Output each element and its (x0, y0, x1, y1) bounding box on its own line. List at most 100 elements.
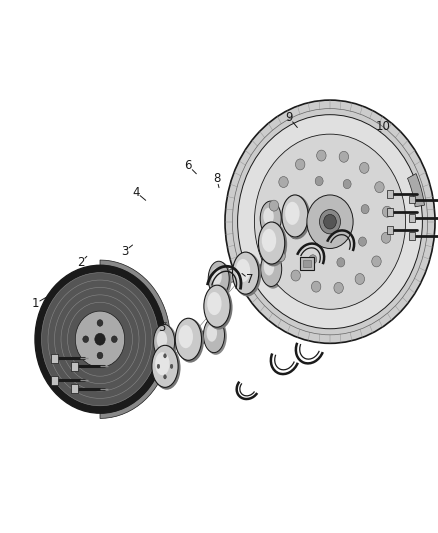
FancyBboxPatch shape (51, 354, 58, 362)
Ellipse shape (291, 270, 300, 281)
Ellipse shape (309, 255, 317, 264)
Ellipse shape (254, 134, 406, 309)
Ellipse shape (153, 345, 180, 390)
FancyBboxPatch shape (303, 260, 311, 267)
Text: 5: 5 (159, 321, 166, 334)
Ellipse shape (111, 336, 117, 343)
Text: 3: 3 (121, 245, 128, 257)
Ellipse shape (205, 286, 233, 329)
Ellipse shape (319, 209, 340, 234)
Ellipse shape (54, 287, 145, 391)
Ellipse shape (208, 261, 229, 296)
Ellipse shape (97, 320, 103, 326)
Ellipse shape (42, 273, 159, 406)
Ellipse shape (375, 182, 384, 192)
Ellipse shape (293, 197, 301, 206)
Ellipse shape (381, 232, 391, 243)
Ellipse shape (67, 302, 133, 376)
Ellipse shape (261, 201, 283, 238)
Ellipse shape (83, 336, 88, 343)
Text: 8: 8 (213, 172, 220, 185)
Ellipse shape (262, 229, 276, 252)
FancyBboxPatch shape (71, 362, 78, 371)
Ellipse shape (61, 295, 139, 384)
Ellipse shape (260, 201, 281, 236)
Ellipse shape (334, 282, 343, 293)
Ellipse shape (179, 325, 193, 348)
Ellipse shape (157, 364, 160, 368)
Ellipse shape (236, 259, 250, 282)
Ellipse shape (283, 195, 311, 239)
Ellipse shape (209, 262, 232, 298)
Ellipse shape (324, 214, 336, 229)
Ellipse shape (343, 180, 351, 189)
Ellipse shape (269, 200, 279, 211)
Ellipse shape (258, 222, 285, 264)
Ellipse shape (154, 325, 175, 359)
FancyBboxPatch shape (300, 257, 314, 270)
Ellipse shape (285, 202, 300, 225)
FancyBboxPatch shape (387, 226, 393, 234)
FancyBboxPatch shape (409, 214, 415, 222)
Polygon shape (213, 268, 252, 284)
Ellipse shape (207, 324, 217, 342)
Ellipse shape (317, 150, 326, 161)
Polygon shape (239, 264, 276, 279)
Ellipse shape (225, 100, 435, 343)
Ellipse shape (204, 285, 230, 327)
Text: 1: 1 (31, 297, 39, 310)
Ellipse shape (311, 281, 321, 292)
Ellipse shape (263, 208, 274, 225)
Ellipse shape (35, 265, 165, 413)
Ellipse shape (152, 345, 178, 387)
FancyBboxPatch shape (387, 208, 393, 216)
Polygon shape (265, 237, 278, 273)
Ellipse shape (291, 230, 299, 239)
Ellipse shape (339, 151, 349, 162)
Ellipse shape (155, 325, 177, 361)
Ellipse shape (205, 318, 227, 355)
Ellipse shape (360, 163, 369, 173)
FancyBboxPatch shape (51, 376, 58, 385)
FancyBboxPatch shape (409, 196, 415, 204)
Ellipse shape (237, 115, 422, 329)
Ellipse shape (170, 364, 173, 368)
Ellipse shape (207, 292, 222, 315)
Polygon shape (159, 334, 195, 346)
FancyBboxPatch shape (71, 384, 78, 393)
Ellipse shape (261, 252, 282, 286)
Ellipse shape (264, 258, 274, 276)
Ellipse shape (268, 226, 278, 237)
Ellipse shape (48, 280, 152, 398)
Ellipse shape (307, 195, 353, 248)
Ellipse shape (95, 333, 105, 345)
Ellipse shape (164, 375, 166, 379)
Ellipse shape (233, 252, 261, 296)
Ellipse shape (279, 176, 288, 188)
Ellipse shape (315, 176, 323, 185)
Text: 10: 10 (376, 120, 391, 133)
Ellipse shape (359, 237, 367, 246)
Ellipse shape (260, 222, 287, 266)
Ellipse shape (177, 319, 204, 362)
Ellipse shape (382, 206, 392, 217)
Ellipse shape (296, 159, 305, 170)
Ellipse shape (233, 252, 259, 294)
Ellipse shape (361, 205, 369, 214)
Polygon shape (265, 214, 278, 249)
Ellipse shape (157, 331, 167, 349)
Ellipse shape (97, 352, 103, 359)
FancyBboxPatch shape (409, 232, 415, 240)
Text: 6: 6 (184, 159, 192, 172)
Ellipse shape (337, 258, 345, 267)
Ellipse shape (204, 318, 225, 353)
Polygon shape (159, 337, 172, 372)
Text: 7: 7 (246, 273, 254, 286)
Polygon shape (182, 330, 219, 345)
Ellipse shape (276, 251, 285, 262)
Polygon shape (208, 301, 224, 340)
Polygon shape (265, 210, 302, 223)
Ellipse shape (155, 352, 170, 375)
Ellipse shape (164, 354, 166, 358)
Ellipse shape (75, 311, 125, 367)
